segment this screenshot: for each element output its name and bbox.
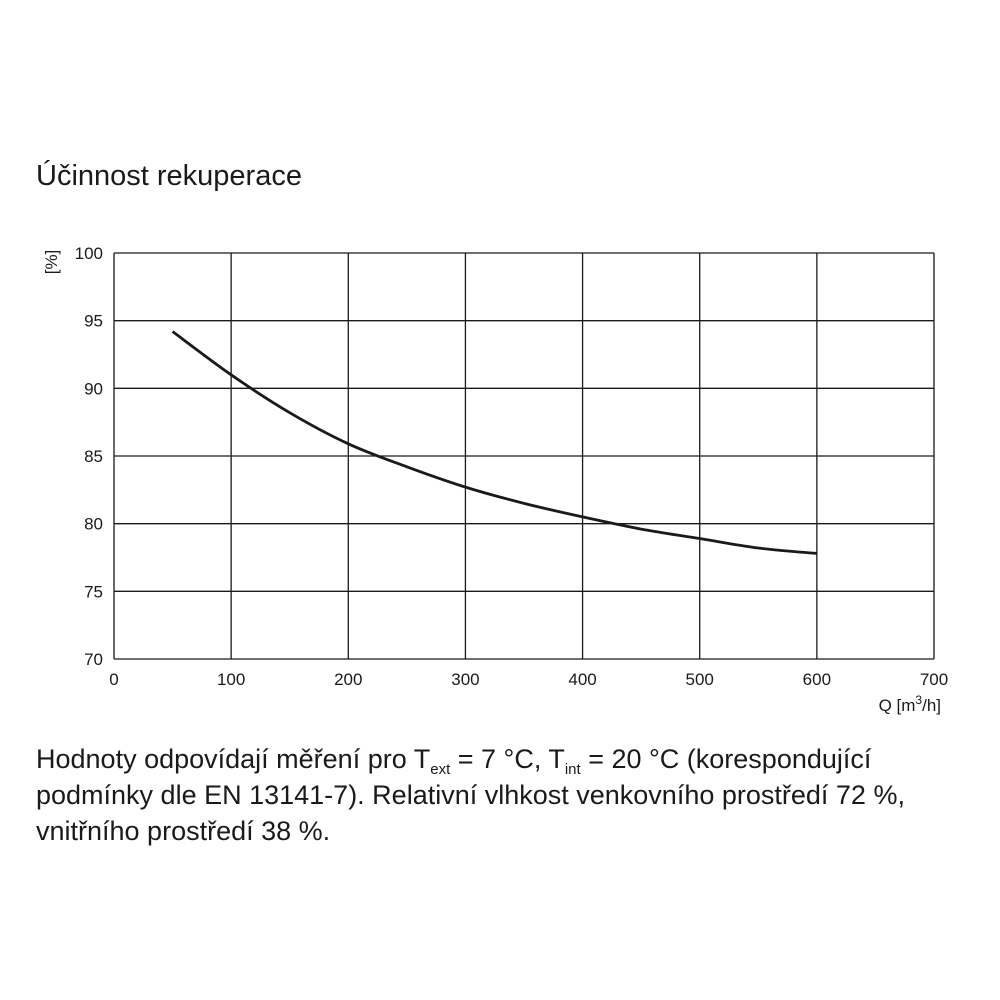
- y-tick-labels: 70 75 80 85 90 95 100: [75, 244, 103, 669]
- x-tick-label-6: 600: [803, 670, 831, 689]
- series-layer: [171, 330, 817, 555]
- series-line-0: [171, 330, 817, 555]
- y-tick-label-3: 85: [84, 447, 103, 466]
- y-tick-label-0: 70: [84, 650, 103, 669]
- measurement-note: Hodnoty odpovídají měření pro Text = 7 °…: [36, 744, 905, 846]
- x-tick-label-7: 700: [920, 670, 948, 689]
- y-tick-label-5: 95: [84, 312, 103, 331]
- x-tick-labels: 0 100 200 300 400 500 600 700: [109, 670, 948, 689]
- x-tick-label-1: 100: [217, 670, 245, 689]
- x-tick-label-4: 400: [568, 670, 596, 689]
- y-axis-label: [%]: [42, 250, 61, 275]
- efficiency-chart: 70 75 80 85 90 95 100 0 100 200 300 400 500 600 700 […: [42, 244, 948, 715]
- x-tick-label-0: 0: [109, 670, 118, 689]
- y-tick-label-6: 100: [75, 244, 103, 263]
- x-tick-label-3: 300: [451, 670, 479, 689]
- y-tick-label-2: 80: [84, 515, 103, 534]
- y-tick-label-1: 75: [84, 582, 103, 601]
- x-tick-label-2: 200: [334, 670, 362, 689]
- grid-lines: [113, 252, 935, 660]
- x-axis-label: Q [m3/h]: [879, 693, 941, 715]
- y-tick-label-4: 90: [84, 379, 103, 398]
- chart-title: Účinnost rekuperace: [36, 160, 302, 192]
- x-tick-label-5: 500: [686, 670, 714, 689]
